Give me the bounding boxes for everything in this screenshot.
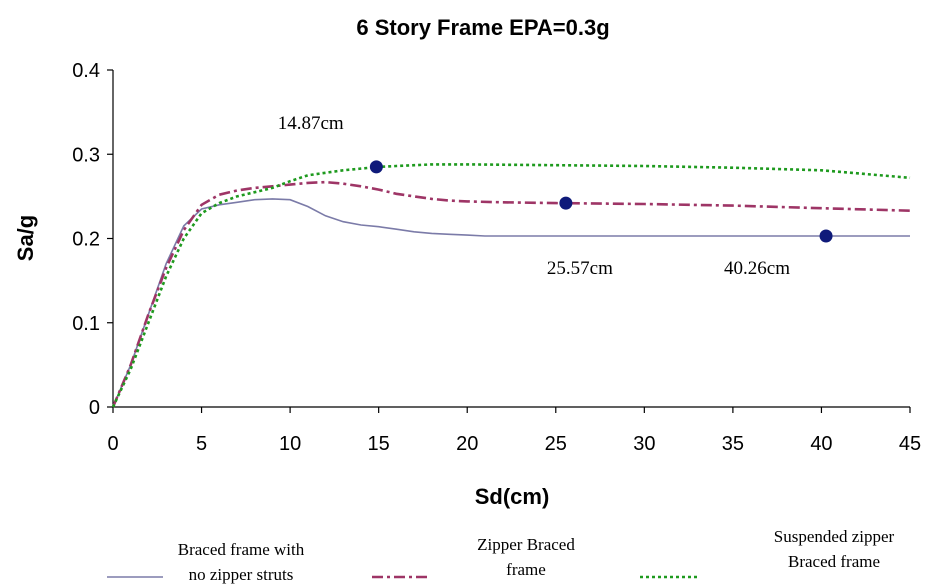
annotation-label-2: 25.57cm bbox=[547, 258, 613, 279]
legend-label-2: frame bbox=[506, 560, 546, 579]
x-tick-label: 40 bbox=[810, 433, 832, 455]
x-tick-label: 15 bbox=[368, 433, 390, 455]
marker-layer bbox=[369, 160, 833, 243]
annotation-label-1: 14.87cm bbox=[278, 113, 344, 134]
x-tick-label: 0 bbox=[107, 433, 118, 455]
annotation-layer: 14.87cm 25.57cm 40.26cm bbox=[278, 113, 791, 279]
x-tick-label: 35 bbox=[722, 433, 744, 455]
series-layer bbox=[111, 163, 911, 408]
series-line-1 bbox=[112, 198, 910, 408]
chart-title: 6 Story Frame EPA=0.3g bbox=[356, 15, 609, 40]
series-line-3 bbox=[111, 163, 911, 408]
x-tick-label: 30 bbox=[633, 433, 655, 455]
x-axis-label: Sd(cm) bbox=[475, 484, 550, 509]
x-tick-label: 20 bbox=[456, 433, 478, 455]
x-tick-label: 25 bbox=[545, 433, 567, 455]
y-tick-label: 0.3 bbox=[72, 144, 100, 166]
legend-label-3: Suspended zipper bbox=[774, 527, 895, 546]
y-tick-label: 0 bbox=[89, 397, 100, 419]
legend: Braced frame with no zipper struts Zipper … bbox=[107, 527, 895, 584]
x-tick-label: 10 bbox=[279, 433, 301, 455]
y-axis-label: Sa/g bbox=[13, 215, 38, 261]
series-line-2 bbox=[111, 180, 911, 408]
legend-label-2: Zipper Braced bbox=[477, 535, 575, 554]
annotation-label-3: 40.26cm bbox=[724, 258, 790, 279]
legend-label-3: Braced frame bbox=[788, 552, 880, 571]
y-tick-label: 0.2 bbox=[72, 229, 100, 251]
marker-point-1 bbox=[369, 160, 383, 174]
legend-label-1: no zipper struts bbox=[189, 565, 294, 584]
y-tick-label: 0.4 bbox=[72, 60, 100, 82]
x-tick-label: 5 bbox=[196, 433, 207, 455]
axes: 0 5 10 15 20 25 30 35 40 45 0 0.1 0.2 0.3 0.4 bbox=[72, 60, 921, 455]
y-tick-label: 0.1 bbox=[72, 313, 100, 335]
legend-label-1: Braced frame with bbox=[178, 540, 305, 559]
x-tick-label: 45 bbox=[899, 433, 921, 455]
marker-point-3 bbox=[819, 229, 833, 243]
marker-point-2 bbox=[559, 196, 573, 210]
